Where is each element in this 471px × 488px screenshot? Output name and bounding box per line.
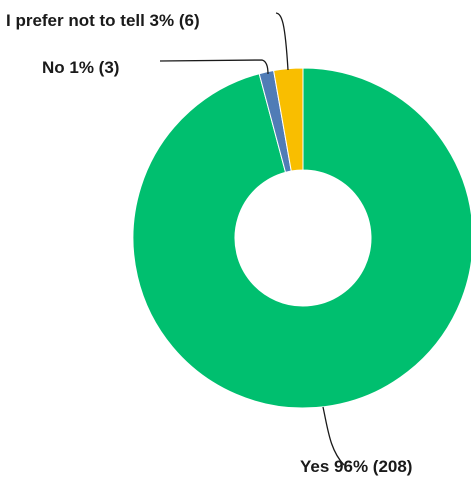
donut-slices [132, 67, 471, 409]
leader-line-prefer-not [275, 12, 289, 71]
slice-label-yes: Yes 96% (208) [300, 457, 412, 476]
leader-line-no [159, 59, 269, 75]
slice-label-no: No 1% (3) [42, 58, 119, 77]
leader-line-yes [322, 406, 345, 466]
slice-yes [132, 67, 471, 409]
slice-i-prefer-not-to-tell [273, 67, 304, 172]
slice-label-prefer-not: I prefer not to tell 3% (6) [6, 11, 200, 30]
